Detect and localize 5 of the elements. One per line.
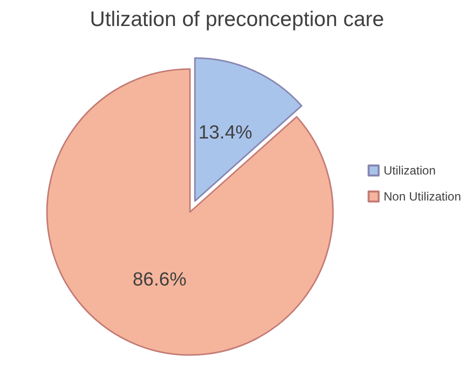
chart-title: Utlization of preconception care (90, 8, 384, 31)
data-label: 86.6% (132, 269, 187, 290)
data-label: 13.4% (198, 122, 252, 144)
legend-label: Utilization (384, 164, 436, 178)
legend-label: Non Utilization (384, 190, 462, 204)
